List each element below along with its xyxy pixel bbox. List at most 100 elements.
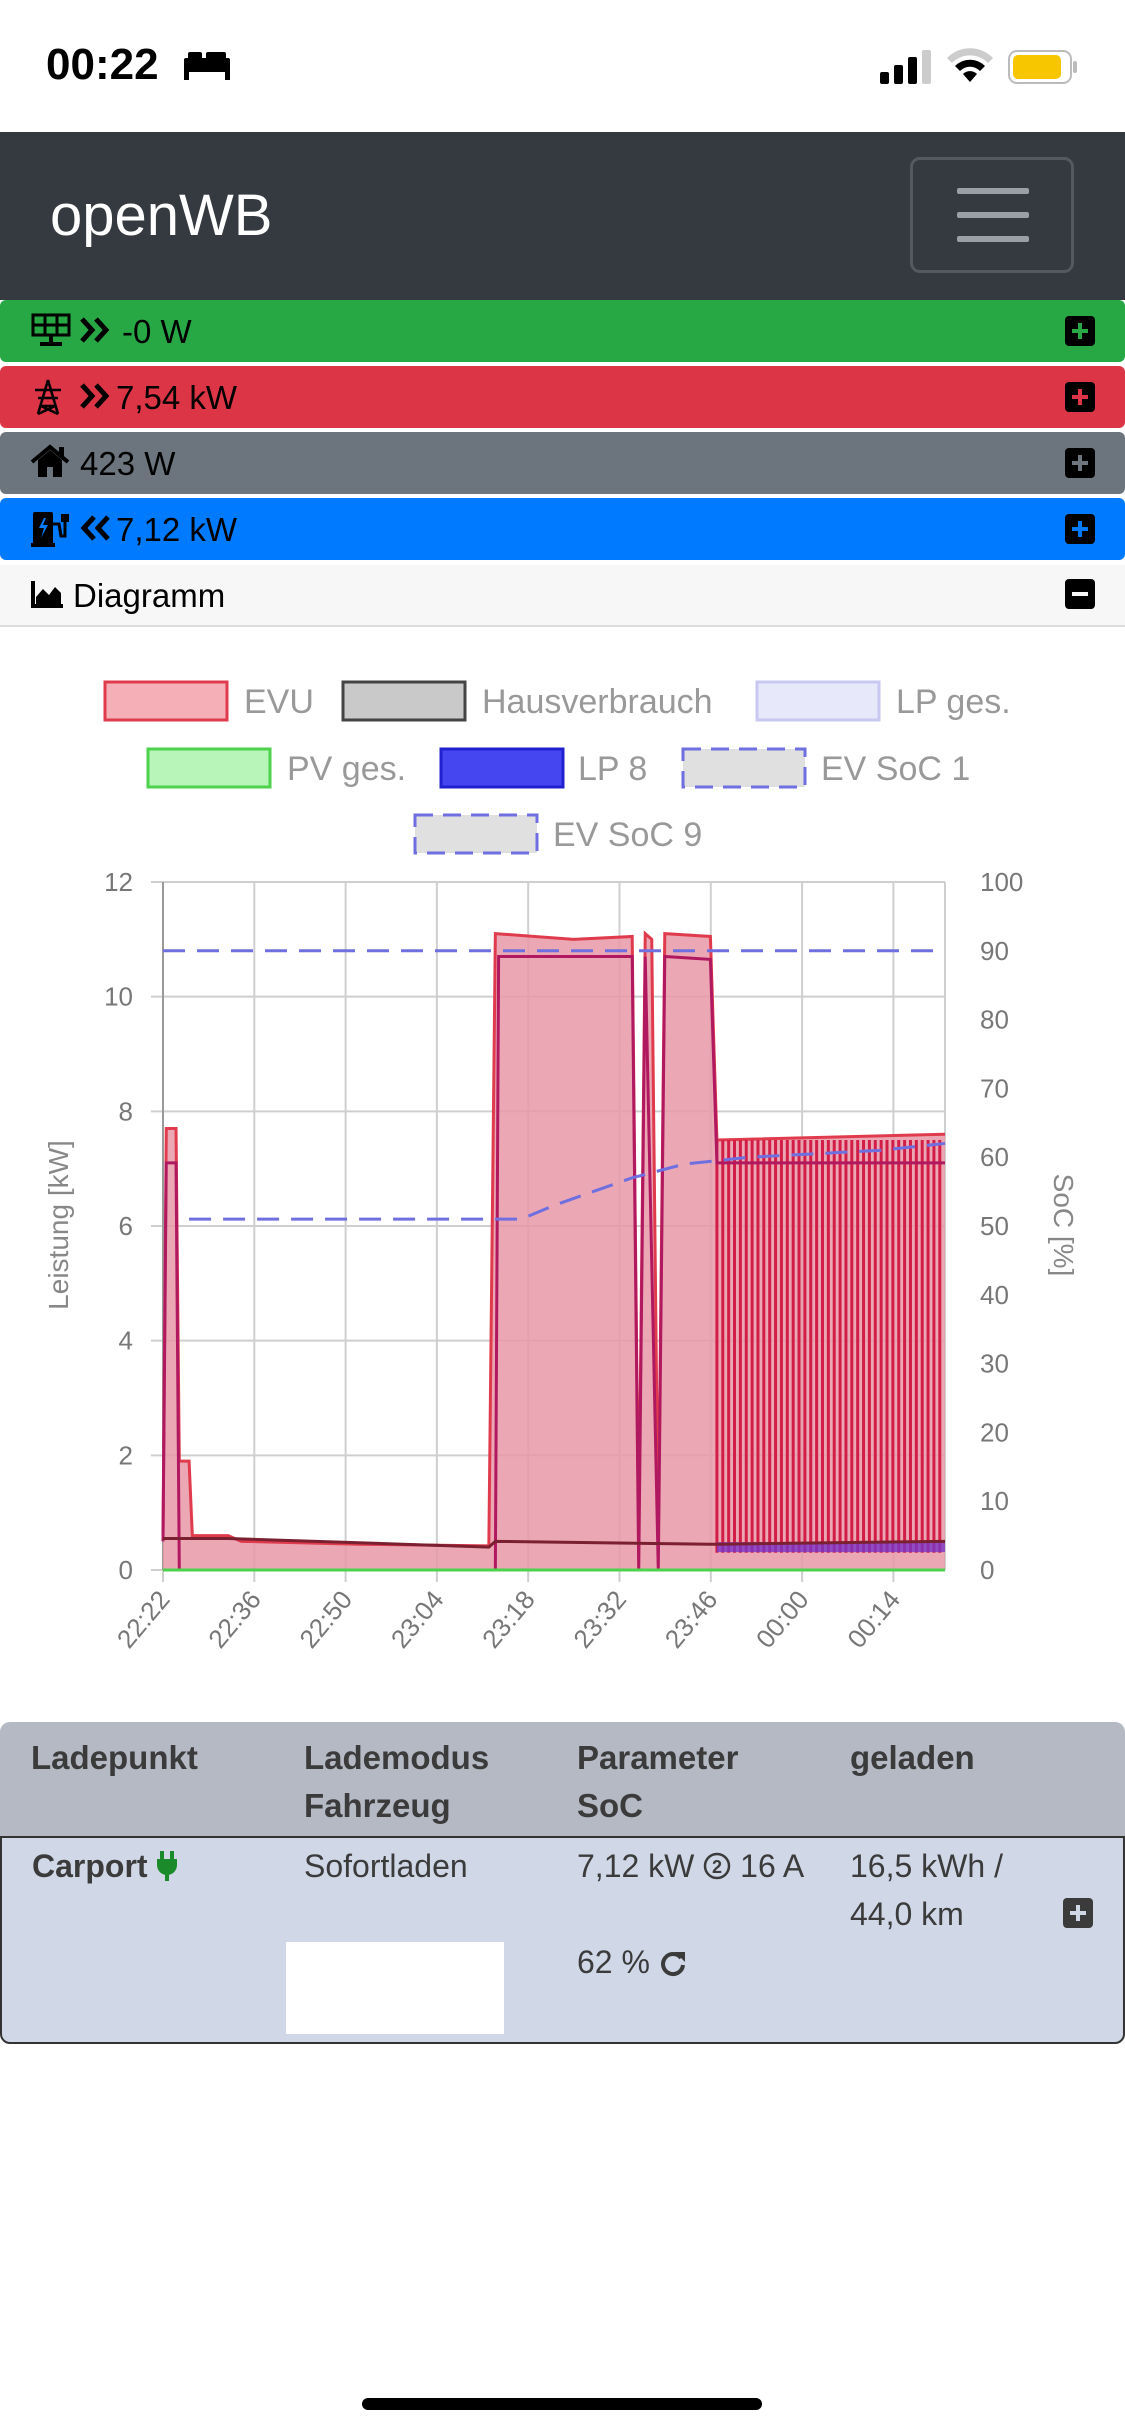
pv-bar[interactable]: -0 W bbox=[0, 300, 1125, 362]
expand-chargepoint-row-button[interactable] bbox=[1063, 1898, 1093, 1928]
y-tick-left: 12 bbox=[104, 867, 133, 897]
y-tick-right: 0 bbox=[980, 1555, 994, 1585]
expand-chargepoint-button[interactable] bbox=[1065, 514, 1095, 544]
x-tick: 23:46 bbox=[659, 1585, 724, 1654]
home-indicator[interactable] bbox=[362, 2398, 762, 2410]
legend-swatch-ev-soc-1 bbox=[681, 747, 807, 789]
expand-evu-button[interactable] bbox=[1065, 382, 1095, 412]
x-tick: 00:00 bbox=[750, 1585, 815, 1654]
double-chevron-left-icon bbox=[80, 515, 110, 541]
expand-pv-button[interactable] bbox=[1065, 316, 1095, 346]
y-tick-right: 50 bbox=[980, 1211, 1009, 1241]
x-tick: 22:36 bbox=[202, 1585, 267, 1654]
legend-label-ev-soc-1: EV SoC 1 bbox=[821, 750, 970, 788]
y-tick-right: 10 bbox=[980, 1486, 1009, 1516]
legend-label-lp-ges: LP ges. bbox=[896, 683, 1011, 721]
expand-house-button[interactable] bbox=[1065, 448, 1095, 478]
double-chevron-right-icon bbox=[80, 383, 110, 409]
pv-value: -0 W bbox=[122, 313, 192, 350]
y-tick-right: 100 bbox=[980, 867, 1023, 897]
y-tick-right: 30 bbox=[980, 1349, 1009, 1379]
y-tick-left: 6 bbox=[119, 1211, 133, 1241]
navbar: openWB bbox=[0, 132, 1125, 300]
area-chart-icon bbox=[31, 581, 63, 608]
table-header: Ladepunkt Lademodus Fahrzeug Parameter SoC… bbox=[0, 1722, 1125, 1836]
chargepoint-value: 7,12 kW bbox=[116, 511, 238, 548]
y-tick-right: 80 bbox=[980, 1005, 1009, 1035]
chart-legend: EVU Hausverbrauch LP ges. PV ges. LP 8 E… bbox=[103, 680, 1011, 855]
x-tick: 23:04 bbox=[385, 1585, 450, 1654]
header-lademodus: Lademodus Fahrzeug bbox=[304, 1739, 490, 1824]
y-tick-right: 90 bbox=[980, 936, 1009, 966]
battery-icon bbox=[1008, 50, 1077, 84]
header-ladepunkt: Ladepunkt bbox=[31, 1739, 198, 1776]
charge-mode[interactable]: Sofortladen bbox=[304, 1848, 468, 1884]
y-axis-right-label: SoC [%] bbox=[1048, 1174, 1079, 1277]
header-parameter: Parameter SoC bbox=[577, 1739, 739, 1824]
two-phase-icon: 2 bbox=[704, 1852, 731, 1880]
legend-swatch-evu bbox=[103, 680, 229, 722]
y-tick-left: 2 bbox=[119, 1440, 133, 1470]
diagram-header[interactable]: Diagramm bbox=[0, 565, 1125, 627]
y-tick-right: 40 bbox=[980, 1280, 1009, 1310]
collapse-diagram-button[interactable] bbox=[1065, 579, 1095, 609]
y-tick-left: 0 bbox=[119, 1555, 133, 1585]
chargepoint-bar[interactable]: 7,12 kW bbox=[0, 498, 1125, 560]
charged-energy: 16,5 kWh /44,0 km bbox=[850, 1848, 1003, 1932]
legend-label-hausverbrauch: Hausverbrauch bbox=[482, 683, 713, 721]
legend-swatch-pv-ges bbox=[146, 747, 272, 789]
menu-toggle-button[interactable] bbox=[910, 157, 1074, 273]
y-tick-left: 4 bbox=[119, 1326, 133, 1356]
refresh-icon[interactable] bbox=[659, 1949, 687, 1977]
legend-label-lp8: LP 8 bbox=[578, 750, 647, 788]
legend-label-pv-ges: PV ges. bbox=[287, 750, 406, 788]
y-axis-left-label: Leistung [kW] bbox=[43, 1140, 74, 1310]
status-time: 00:22 bbox=[46, 40, 159, 89]
cellular-signal-icon bbox=[880, 50, 931, 84]
x-tick: 00:14 bbox=[841, 1585, 906, 1654]
solar-panel-icon bbox=[31, 313, 71, 346]
legend-swatch-lp8 bbox=[439, 747, 565, 789]
power-chart: EVU Hausverbrauch LP ges. PV ges. LP 8 E… bbox=[43, 680, 1079, 1654]
double-chevron-right-icon bbox=[80, 317, 110, 343]
chart-series bbox=[161, 930, 946, 1572]
x-tick: 22:50 bbox=[293, 1585, 358, 1654]
table-row[interactable]: Carport Sofortladen 7,12 kW 2 16 A 62 % … bbox=[0, 1836, 1125, 2044]
plug-icon bbox=[157, 1851, 178, 1881]
legend-label-ev-soc-9: EV SoC 9 bbox=[553, 816, 702, 854]
evu-value: 7,54 kW bbox=[116, 379, 238, 416]
legend-swatch-lp-ges bbox=[755, 680, 881, 722]
y-tick-left: 10 bbox=[104, 982, 133, 1012]
charging-station-icon bbox=[31, 512, 69, 547]
y-tick-right: 60 bbox=[980, 1142, 1009, 1172]
header-geladen: geladen bbox=[850, 1739, 975, 1776]
soc-value: 62 % bbox=[577, 1938, 687, 1986]
app-title[interactable]: openWB bbox=[50, 183, 273, 248]
series-hausverbrauch-line bbox=[163, 1536, 946, 1549]
chargepoint-name[interactable]: Carport bbox=[32, 1842, 178, 1890]
svg-text:2: 2 bbox=[712, 1857, 722, 1877]
vehicle-select[interactable] bbox=[286, 1942, 504, 2034]
charge-power: 7,12 kW 2 16 A bbox=[577, 1848, 805, 1884]
x-tick: 23:18 bbox=[476, 1585, 541, 1654]
legend-swatch-hausverbrauch bbox=[341, 680, 467, 722]
bed-icon bbox=[184, 52, 230, 80]
legend-label-evu: EVU bbox=[244, 683, 314, 721]
house-bar[interactable]: 423 W bbox=[0, 432, 1125, 494]
y-tick-right: 70 bbox=[980, 1073, 1009, 1103]
y-tick-right: 20 bbox=[980, 1417, 1009, 1447]
home-icon bbox=[30, 444, 70, 477]
series-evu-area bbox=[163, 933, 945, 1570]
legend-swatch-ev-soc-9 bbox=[413, 813, 539, 855]
status-bar: 00:22 bbox=[0, 0, 1125, 132]
diagram-title: Diagramm bbox=[73, 577, 226, 614]
y-tick-left: 8 bbox=[119, 1096, 133, 1126]
power-tower-icon bbox=[35, 379, 61, 416]
wifi-icon bbox=[947, 48, 993, 82]
series-lp8-line bbox=[161, 954, 945, 1572]
x-tick: 22:22 bbox=[111, 1585, 176, 1654]
series-ev-soc-9 bbox=[189, 1141, 946, 1221]
x-tick: 23:32 bbox=[567, 1585, 632, 1654]
evu-bar[interactable]: 7,54 kW bbox=[0, 366, 1125, 428]
house-value: 423 W bbox=[80, 445, 176, 482]
